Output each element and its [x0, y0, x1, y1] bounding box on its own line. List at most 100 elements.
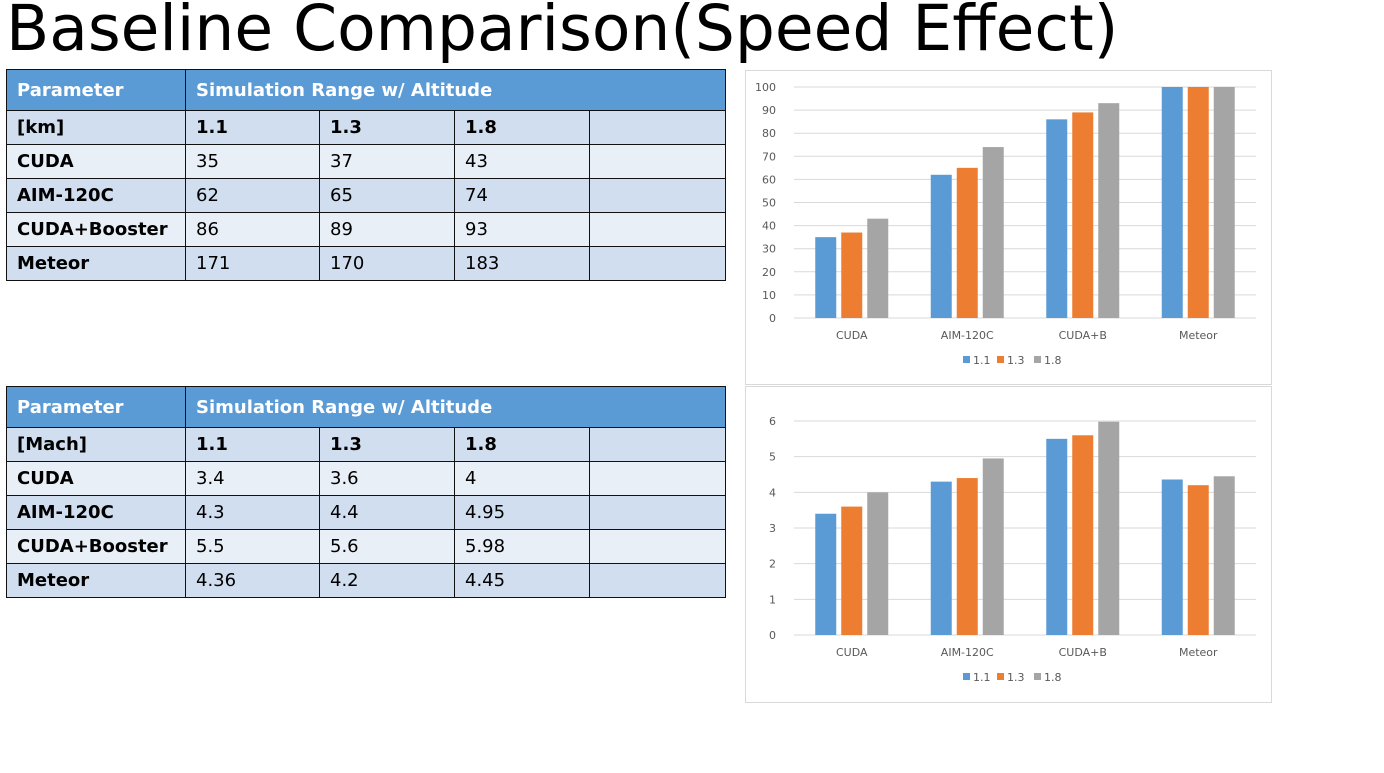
bar: [956, 478, 978, 635]
range-km-table: Parameter Simulation Range w/ Altitude […: [6, 69, 727, 281]
table-row: AIM-120C 62 65 74: [6, 178, 727, 213]
row-value: 4.36: [185, 563, 320, 598]
empty-cell: [588, 144, 727, 179]
row-value: 4.2: [319, 563, 455, 598]
category-label: CUDA: [836, 646, 868, 659]
row-name: Meteor: [6, 246, 186, 281]
row-name: Meteor: [6, 563, 186, 598]
y-tick-label: 20: [762, 266, 776, 279]
y-tick-label: 70: [762, 150, 776, 163]
row-value: 65: [319, 178, 455, 213]
table-row: CUDA+Booster 86 89 93: [6, 212, 727, 247]
row-value: 5.98: [454, 529, 590, 564]
legend-label: 1.8: [1044, 671, 1062, 684]
altitude-col-3: 1.8: [454, 110, 590, 145]
y-tick-label: 1: [769, 593, 776, 606]
mach-chart: 0 1 2 3 4 5 6 CUDA AIM-120C CUDA+B Meteor 1.1 1.3 1.8: [745, 386, 1272, 703]
mach-chart-svg: 0 1 2 3 4 5 6 CUDA AIM-120C CUDA+B Meteor 1.1 1.3 1.8: [769, 415, 1256, 684]
row-value: 93: [454, 212, 590, 247]
y-tick-label: 4: [769, 486, 776, 499]
altitude-col-2: 1.3: [319, 427, 455, 462]
y-tick-label: 100: [755, 81, 776, 94]
category-label: AIM-120C: [941, 329, 994, 342]
bar: [1046, 438, 1068, 635]
category-label: CUDA: [836, 329, 868, 342]
category-label: Meteor: [1179, 329, 1218, 342]
mach-table: Parameter Simulation Range w/ Altitude […: [6, 386, 727, 598]
legend-swatch: [963, 673, 970, 680]
row-value: 4: [454, 461, 590, 496]
row-value: 74: [454, 178, 590, 213]
altitude-col-3: 1.8: [454, 427, 590, 462]
range-km-chart: 0 10 20 30 40 50 60 70 80 90 100 CUDA AIM-120C CUDA+B…: [745, 70, 1272, 385]
empty-cell: [588, 563, 727, 598]
legend-swatch: [1034, 356, 1041, 363]
header-simulation-range: Simulation Range w/ Altitude: [184, 69, 727, 111]
bar: [1098, 421, 1120, 635]
empty-cell: [588, 246, 727, 281]
unit-row: [Mach] 1.1 1.3 1.8: [6, 427, 727, 462]
category-label: Meteor: [1179, 646, 1218, 659]
legend-swatch: [963, 356, 970, 363]
y-tick-label: 0: [769, 312, 776, 325]
empty-cell: [588, 178, 727, 213]
bar: [867, 492, 889, 635]
empty-cell: [588, 495, 727, 530]
row-name: AIM-120C: [6, 495, 186, 530]
legend-label: 1.8: [1044, 354, 1062, 367]
unit-label: [Mach]: [6, 427, 186, 462]
altitude-col-1: 1.1: [185, 427, 320, 462]
table-row: Meteor 171 170 183: [6, 246, 727, 281]
legend-swatch: [1034, 673, 1041, 680]
legend-swatch: [997, 673, 1004, 680]
bar: [1072, 435, 1094, 635]
legend-label: 1.3: [1007, 671, 1025, 684]
bar: [956, 167, 978, 318]
slide-title: Baseline Comparison(Speed Effect): [6, 0, 1119, 65]
bar: [930, 481, 952, 635]
legend-swatch: [997, 356, 1004, 363]
table-row: CUDA 35 37 43: [6, 144, 727, 179]
y-tick-label: 30: [762, 243, 776, 256]
y-tick-label: 0: [769, 629, 776, 642]
header-parameter: Parameter: [6, 386, 186, 428]
row-value: 4.3: [185, 495, 320, 530]
row-name: CUDA: [6, 144, 186, 179]
row-value: 35: [185, 144, 320, 179]
row-value: 37: [319, 144, 455, 179]
row-value: 3.6: [319, 461, 455, 496]
empty-cell: [588, 212, 727, 247]
unit-row: [km] 1.1 1.3 1.8: [6, 110, 727, 145]
bar: [867, 218, 889, 318]
y-tick-label: 60: [762, 173, 776, 186]
legend-label: 1.1: [973, 354, 991, 367]
row-name: CUDA: [6, 461, 186, 496]
altitude-col-2: 1.3: [319, 110, 455, 145]
y-tick-label: 90: [762, 104, 776, 117]
unit-label: [km]: [6, 110, 186, 145]
row-value: 89: [319, 212, 455, 247]
row-value: 86: [185, 212, 320, 247]
table-row: CUDA+Booster 5.5 5.6 5.98: [6, 529, 727, 564]
header-simulation-range: Simulation Range w/ Altitude: [184, 386, 727, 428]
row-value: 183: [454, 246, 590, 281]
row-value: 4.4: [319, 495, 455, 530]
table-header-row: Parameter Simulation Range w/ Altitude: [6, 69, 727, 111]
bar: [1161, 479, 1183, 635]
bar: [1213, 87, 1235, 318]
bar: [1213, 476, 1235, 635]
bar: [930, 174, 952, 318]
bar: [1072, 112, 1094, 318]
table-row: AIM-120C 4.3 4.4 4.95: [6, 495, 727, 530]
empty-cell: [588, 529, 727, 564]
bar: [982, 147, 1004, 318]
header-parameter: Parameter: [6, 69, 186, 111]
row-value: 4.95: [454, 495, 590, 530]
y-tick-label: 50: [762, 197, 776, 210]
table-header-row: Parameter Simulation Range w/ Altitude: [6, 386, 727, 428]
bar: [1098, 103, 1120, 318]
bar: [815, 237, 837, 318]
row-value: 5.6: [319, 529, 455, 564]
bar: [1187, 87, 1209, 318]
y-tick-label: 2: [769, 558, 776, 571]
